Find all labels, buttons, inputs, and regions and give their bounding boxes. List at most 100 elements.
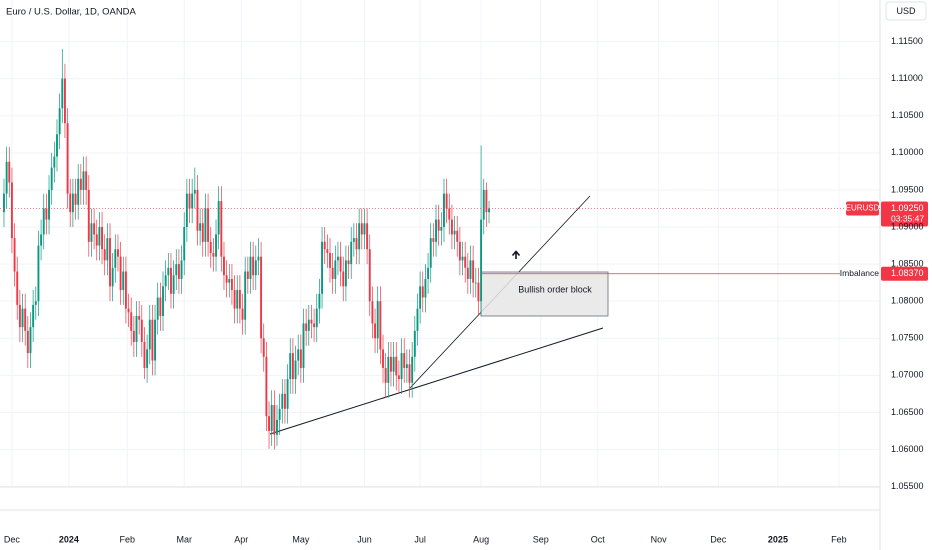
candle-body: [8, 161, 11, 183]
candle-body: [315, 308, 318, 328]
candle-body: [286, 379, 289, 409]
candle-body: [384, 367, 387, 383]
candle-body: [167, 267, 170, 276]
x-tick-label: 2025: [768, 534, 788, 544]
candle-body: [66, 123, 69, 194]
candle-body: [225, 275, 228, 283]
candle-body: [331, 267, 334, 279]
candle-body: [151, 319, 154, 361]
candle-body: [164, 275, 167, 287]
candle-body: [188, 193, 191, 209]
candle-body: [305, 323, 308, 331]
imbalance-price-tag: [881, 266, 928, 281]
candle-body: [387, 356, 390, 383]
candle-body: [329, 252, 331, 268]
imbalance-price: 1.08370: [891, 268, 924, 278]
candle-body: [111, 267, 114, 287]
candle-body: [429, 238, 432, 268]
candle-body: [185, 193, 188, 228]
candle-body: [40, 234, 43, 246]
y-tick-label: 1.10500: [891, 110, 924, 120]
candle-body: [201, 223, 204, 242]
candle-body: [432, 238, 435, 242]
candle-body: [416, 308, 419, 331]
candle-body: [360, 223, 363, 235]
candle-body: [159, 297, 162, 317]
candle-body: [368, 249, 371, 302]
candle-body: [21, 308, 24, 328]
candle-body: [323, 241, 326, 250]
candle-body: [294, 360, 297, 380]
candle-body: [355, 238, 358, 250]
candle-body: [26, 330, 29, 354]
y-tick-label: 1.11000: [891, 73, 923, 83]
x-tick-label: Feb: [831, 534, 847, 544]
x-tick-label: Aug: [473, 534, 489, 544]
candle-body: [374, 323, 377, 339]
candle-body: [13, 238, 16, 272]
candle-body: [376, 301, 379, 339]
candle-body: [175, 264, 178, 276]
candle-body: [252, 256, 255, 276]
candle-body: [217, 201, 220, 235]
candle-body: [326, 249, 329, 253]
candle-body: [464, 256, 467, 268]
candle-body: [421, 286, 424, 298]
candle-body: [212, 252, 215, 257]
candle-body: [18, 304, 21, 328]
candle-body: [93, 223, 96, 235]
candle-body: [366, 223, 369, 250]
symbol-tag: [846, 201, 879, 216]
order-block-label: Bullish order block: [518, 284, 592, 294]
candle-body: [281, 393, 284, 409]
candle-body: [180, 260, 183, 279]
y-tick-label: 1.05500: [891, 481, 924, 491]
x-tick-label: Jul: [414, 534, 426, 544]
candle-body: [24, 308, 27, 331]
candle-body: [101, 227, 103, 250]
candle-body: [419, 286, 422, 309]
candle-body: [249, 256, 252, 279]
candle-body: [34, 301, 37, 305]
candle-body: [177, 264, 180, 279]
x-tick-label: Jun: [357, 534, 372, 544]
candle-body: [313, 323, 316, 328]
candle-body: [90, 223, 93, 242]
candle-body: [32, 304, 35, 328]
y-tick-label: 1.08000: [891, 296, 924, 306]
candle-body: [207, 208, 210, 242]
candle-body: [58, 108, 61, 135]
candle-body: [445, 193, 448, 209]
candles: [3, 48, 490, 450]
arrow-icon: [511, 250, 521, 259]
candle-body: [350, 241, 353, 265]
candle-body: [215, 234, 217, 257]
candle-body: [458, 241, 461, 261]
candle-body: [347, 260, 350, 265]
candle-body: [172, 275, 175, 294]
candle-body: [132, 330, 135, 342]
imbalance-label: Imbalance: [840, 268, 879, 278]
x-tick-label: Nov: [651, 534, 668, 544]
x-tick-label: Mar: [176, 534, 192, 544]
candle-body: [61, 78, 64, 109]
candle-body: [10, 182, 13, 239]
candle-body: [193, 189, 196, 194]
y-tick-label: 1.11500: [891, 36, 923, 46]
x-tick-label: Feb: [119, 534, 135, 544]
y-tick-label: 1.06500: [891, 407, 924, 417]
x-tick-label: Apr: [234, 534, 248, 544]
candle-body: [358, 223, 361, 250]
candle-body: [283, 393, 286, 409]
candle-body: [435, 219, 437, 242]
countdown: 03:35:47: [891, 214, 924, 224]
candle-body: [220, 201, 223, 257]
candle-body: [488, 208, 490, 213]
candle-body: [63, 78, 66, 124]
candle-body: [238, 290, 241, 309]
x-tick-label: Dec: [710, 534, 727, 544]
currency-button[interactable]: [885, 1, 927, 21]
candle-body: [344, 260, 347, 287]
